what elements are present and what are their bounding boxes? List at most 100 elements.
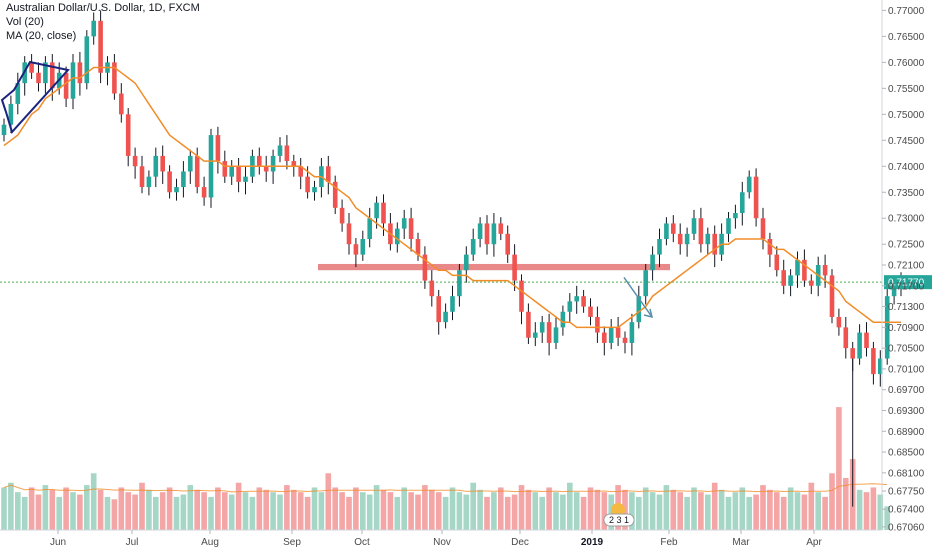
candle-body	[464, 254, 469, 271]
volume-bar	[470, 482, 476, 530]
candle-body	[112, 62, 117, 94]
volume-bar	[705, 494, 711, 530]
volume-bar	[463, 494, 470, 530]
volume-bar	[636, 496, 642, 530]
volume-bar	[843, 478, 849, 530]
volume-bar	[332, 487, 338, 530]
volume-bar	[656, 494, 663, 530]
candle-body	[215, 135, 221, 162]
volume-bar	[235, 482, 242, 530]
candle-body	[553, 327, 559, 343]
volume-bar	[553, 492, 559, 530]
y-tick-label: 0.67060	[888, 522, 925, 533]
candle-body	[194, 155, 200, 188]
volume-bar	[767, 489, 773, 530]
y-tick-label: 0.69300	[888, 406, 925, 417]
volume-bar	[504, 496, 511, 530]
volume-bar	[346, 496, 352, 530]
volume-bar	[339, 492, 345, 530]
volume-bar	[63, 487, 69, 530]
projection-arrow	[623, 277, 653, 318]
candle-body	[270, 155, 276, 172]
candle-body	[560, 311, 566, 328]
volume-bar	[311, 487, 318, 530]
volume-bar	[215, 487, 221, 530]
event-count-label: 2 3 1	[609, 515, 629, 525]
candle-body	[526, 311, 531, 338]
candle-body	[629, 322, 635, 343]
volume-bar	[780, 496, 787, 530]
y-tick-label: 0.71300	[888, 302, 925, 313]
candle-body	[1, 124, 7, 136]
volume-bar	[539, 496, 545, 530]
volume-bar	[629, 492, 635, 530]
x-tick-label: 2019	[581, 537, 604, 548]
volume-bar	[118, 487, 125, 530]
candle-body	[298, 166, 303, 177]
volume-bar	[70, 492, 76, 530]
y-tick-label: 0.68500	[888, 448, 925, 459]
candle-body	[339, 207, 345, 224]
volume-bar	[277, 494, 283, 530]
volume-bar	[691, 487, 697, 530]
candle-body	[677, 233, 683, 245]
candle-body	[470, 239, 476, 255]
volume-bar	[787, 487, 794, 530]
volume-bar	[146, 489, 152, 530]
volume-bar	[180, 494, 187, 530]
candle-body	[43, 62, 48, 84]
candle-body	[70, 62, 76, 99]
candle-body	[809, 280, 814, 286]
volume-bar	[104, 496, 111, 530]
volume-bar	[270, 492, 276, 530]
volume-bar	[325, 473, 332, 530]
volume-bar	[498, 487, 504, 530]
candle-body	[326, 166, 331, 182]
volume-bar	[387, 492, 394, 530]
candle-body	[671, 223, 676, 234]
candle-body	[753, 176, 759, 219]
candle-body	[643, 270, 648, 297]
y-tick-label: 0.72100	[888, 261, 925, 272]
volume-bar	[546, 487, 552, 530]
candle-body	[229, 166, 234, 177]
y-tick-label: 0.68100	[888, 468, 925, 479]
candle-body	[746, 176, 752, 193]
volume-bar	[173, 496, 180, 530]
volume-bar	[725, 496, 732, 530]
volume-bar	[836, 407, 842, 530]
x-tick-label: Aug	[201, 537, 219, 548]
candle-body	[395, 228, 400, 245]
candle-body	[50, 62, 55, 89]
y-tick-label: 0.70900	[888, 323, 925, 334]
x-tick-label: Jun	[50, 537, 66, 548]
candle-body	[146, 176, 152, 188]
candle-body	[174, 187, 179, 193]
candle-body	[360, 239, 366, 255]
price-badge	[884, 275, 932, 290]
volume-bar	[228, 494, 235, 530]
candle-body	[15, 83, 21, 104]
volume-bar	[35, 494, 42, 530]
candle-body	[705, 233, 711, 245]
candle-body	[222, 161, 228, 177]
volume-bar	[794, 492, 801, 530]
resistance-zone	[318, 263, 670, 271]
candle-body	[36, 72, 41, 84]
candle-body	[208, 135, 214, 198]
candle-body	[353, 244, 359, 255]
volume-bar	[560, 494, 566, 530]
candle-body	[29, 62, 34, 73]
candle-body	[615, 327, 621, 338]
volume-bar	[353, 487, 359, 530]
candle-body	[567, 301, 573, 312]
candle-body	[539, 322, 545, 333]
candle-body	[533, 332, 538, 338]
x-tick-label: Oct	[354, 537, 370, 548]
y-tick-label: 0.74500	[888, 136, 925, 147]
candle-body	[726, 218, 731, 234]
y-tick-label: 0.67400	[888, 505, 925, 516]
volume-bar	[601, 492, 608, 530]
candle-body	[367, 218, 372, 240]
